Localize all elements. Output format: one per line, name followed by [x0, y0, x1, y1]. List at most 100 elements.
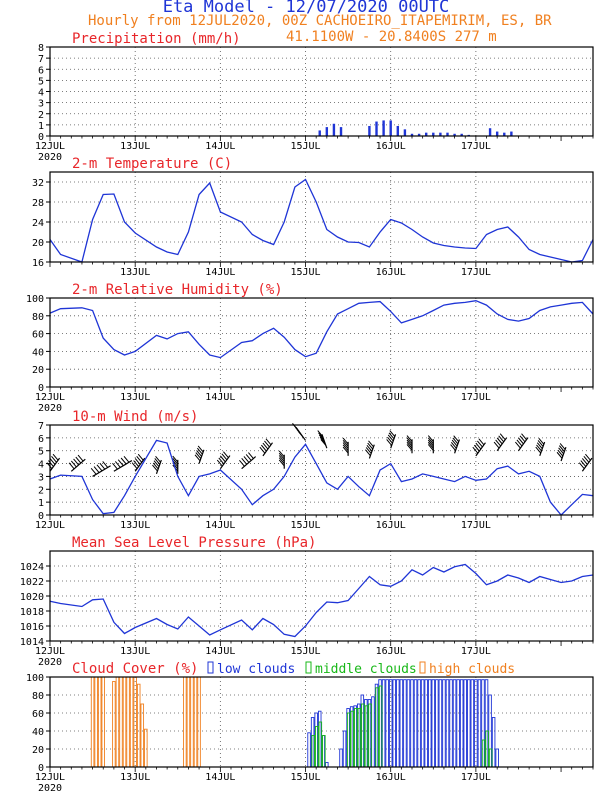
wind-barb-shaft	[262, 442, 274, 457]
wind-barb-flag	[197, 445, 204, 453]
wind-xtick-label: 16JUL	[376, 520, 406, 531]
wind-barb-flag	[239, 459, 245, 467]
wind-barb-flag	[516, 439, 523, 447]
middle-cloud-bar	[481, 739, 486, 768]
wind-barb-flag	[278, 457, 285, 464]
wind-barb-flag	[580, 460, 587, 467]
wind-barb-flag	[538, 437, 545, 445]
temp-xtick-label: 16JUL	[376, 267, 406, 278]
wind-barb-shaft	[241, 456, 257, 470]
wind-barb-flag	[478, 438, 485, 446]
wind-barb-flag	[73, 458, 79, 466]
wind-barb-flag	[117, 459, 124, 467]
precip-bar	[318, 130, 321, 136]
low-cloud-bar	[495, 748, 499, 768]
wind-barb-flag	[556, 451, 563, 459]
wind-barb-shaft	[454, 439, 461, 454]
mslp-year-label: 2020	[38, 657, 62, 668]
cloud-xtick-label: 15JUL	[290, 772, 320, 783]
high-cloud-bar	[183, 676, 187, 768]
low-cloud-bar	[449, 679, 453, 768]
wind-xtick-label: 15JUL	[290, 520, 320, 531]
middle-cloud-bar	[315, 726, 319, 768]
precip-bar	[439, 132, 442, 136]
precip-bar	[453, 133, 456, 136]
wind-barb-flag	[427, 437, 434, 445]
wind-series-line	[49, 439, 594, 516]
precip-bar	[403, 129, 407, 136]
wind-barb-flag	[498, 435, 505, 443]
wind-ytick-label: 4	[38, 460, 44, 471]
rh-ytick-label: 20	[32, 365, 44, 376]
wind-barb-flag	[131, 462, 138, 469]
temp-title: 2-m Temperature (C)	[72, 156, 232, 172]
precip-ytick-label: 7	[38, 54, 44, 65]
low-cloud-bar	[427, 679, 432, 768]
legend-swatch	[207, 661, 214, 674]
low-cloud-bar	[381, 679, 386, 768]
mslp-ytick-label: 1016	[20, 622, 44, 633]
wind-barb-flag	[319, 436, 326, 444]
rh-year-label: 2020	[38, 403, 62, 414]
wind-barb-flag	[342, 442, 349, 449]
wind-barb-flag	[259, 446, 266, 454]
precip-ytick-label: 3	[38, 99, 44, 110]
low-cloud-bar	[410, 679, 414, 768]
mslp-xtick-label: 16JUL	[376, 646, 406, 657]
wind-barb-flag	[453, 435, 460, 443]
wind-barb-flag	[68, 462, 75, 470]
high-cloud-bar	[90, 676, 95, 768]
mslp-frame	[49, 550, 594, 642]
wind-xtick-label: 14JUL	[205, 520, 235, 531]
precip-ytick-label: 0	[38, 132, 44, 143]
rh-title: 2-m Relative Humidity (%)	[72, 282, 283, 298]
wind-ytick-label: 1	[38, 498, 44, 509]
middle-cloud-bar	[346, 712, 351, 768]
wind-barb-flag	[427, 435, 434, 442]
middle-cloud-bar	[350, 710, 355, 768]
precip-xtick-label: 14JUL	[205, 141, 235, 152]
middle-cloud-bar	[322, 735, 326, 768]
precip-bar	[503, 132, 506, 136]
high-cloud-bar	[190, 676, 194, 768]
rh-xtick-label: 15JUL	[290, 392, 320, 403]
high-cloud-bar	[119, 676, 123, 768]
wind-panel	[46, 423, 594, 520]
precip-bar	[510, 131, 513, 136]
wind-barb-flag	[427, 441, 434, 449]
wind-barb-flag	[196, 450, 202, 457]
wind-barb-flag	[406, 444, 413, 451]
wind-ytick-label: 0	[38, 511, 44, 522]
wind-barb-shaft	[134, 457, 146, 472]
wind-barb-flag	[387, 434, 394, 442]
cloud-frame	[49, 676, 594, 768]
chart-subtitle: Hourly from 12JUL2020, 00Z CACHOEIRO_ITA…	[88, 13, 552, 29]
middle-cloud-bar	[361, 703, 365, 768]
rh-ytick-label: 0	[38, 383, 44, 394]
wind-barb-flag	[102, 461, 109, 468]
cloud-ytick-label: 60	[32, 709, 44, 720]
wind-ytick-label: 6	[38, 434, 44, 445]
precip-xtick-label: 17JUL	[461, 141, 491, 152]
cloud-year-label: 2020	[38, 783, 62, 792]
low-cloud-bar	[491, 717, 496, 768]
wind-barb-flag	[133, 460, 140, 467]
wind-barb-flag	[112, 462, 118, 470]
middle-cloud-bar	[488, 748, 493, 768]
wind-title: 10-m Wind (m/s)	[72, 409, 198, 425]
temp-ytick-label: 16	[32, 258, 44, 269]
wind-barb-flag	[265, 438, 272, 446]
wind-barb-flag	[320, 439, 327, 446]
wind-barb-flag	[493, 441, 500, 449]
cloud-xtick-label: 14JUL	[205, 772, 235, 783]
wind-ytick-label: 3	[38, 472, 44, 483]
middle-cloud-bar	[375, 687, 379, 768]
high-cloud-bar	[140, 703, 145, 768]
wind-barb-shaft	[49, 457, 61, 472]
low-cloud-bar	[435, 679, 439, 768]
high-cloud-bar	[193, 676, 198, 768]
wind-barb-flag	[406, 441, 413, 449]
wind-barb-flag	[70, 460, 77, 468]
precip-bar	[396, 125, 400, 136]
